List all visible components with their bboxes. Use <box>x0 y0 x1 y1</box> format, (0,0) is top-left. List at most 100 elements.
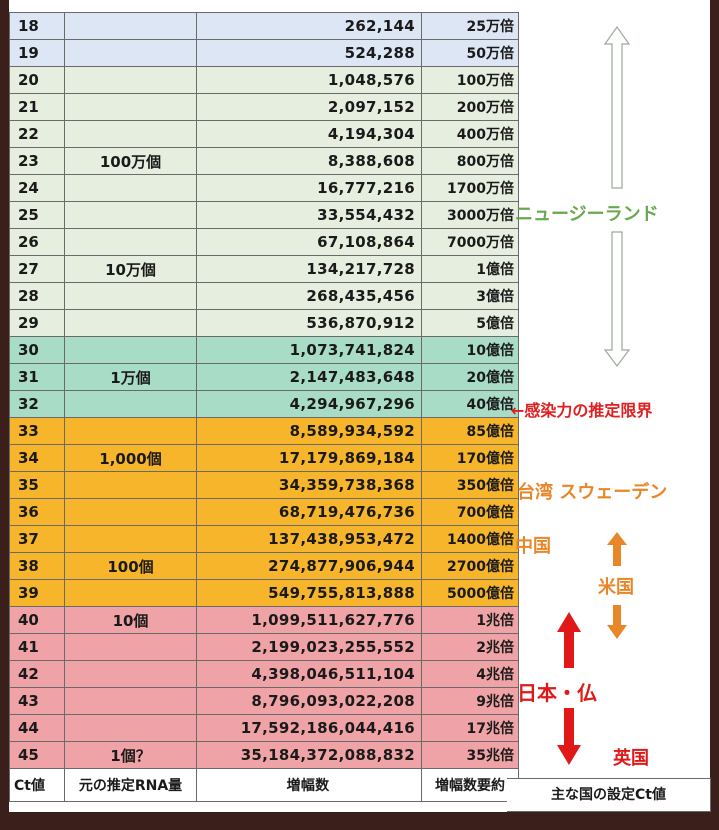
japan-up-arrow-icon <box>557 612 581 668</box>
rna-cell: 1万個 <box>64 363 197 391</box>
mul-cell: 350億倍 <box>421 471 519 499</box>
rna-cell <box>64 282 197 310</box>
rna-cell <box>64 687 197 715</box>
mul-cell: 3億倍 <box>421 282 519 310</box>
amp-cell: 4,398,046,511,104 <box>196 660 422 688</box>
amp-cell: 16,777,216 <box>196 174 422 202</box>
header-ct: Ct値 <box>9 768 65 802</box>
label-infectivity-limit: ←感染力の推定限界 <box>511 401 653 420</box>
amp-cell: 8,796,093,022,208 <box>196 687 422 715</box>
rna-cell <box>64 390 197 418</box>
table-row: 26 67,108,864 7000万倍 <box>9 228 519 256</box>
ct-cell: 30 <box>9 336 65 364</box>
mul-cell: 25万倍 <box>421 12 519 40</box>
table-row: 40 10個 1,099,511,627,776 1兆倍 <box>9 606 519 634</box>
amp-cell: 17,179,869,184 <box>196 444 422 472</box>
amp-cell: 33,554,432 <box>196 201 422 229</box>
rna-cell <box>64 579 197 607</box>
table-row: 44 17,592,186,044,416 17兆倍 <box>9 714 519 742</box>
table-row: 39 549,755,813,888 5000億倍 <box>9 579 519 607</box>
ct-cell: 34 <box>9 444 65 472</box>
nz-up-arrow-icon <box>603 25 631 189</box>
label-taiwan-sweden: 台湾 スウェーデン <box>517 482 668 503</box>
amp-cell: 262,144 <box>196 12 422 40</box>
ct-cell: 39 <box>9 579 65 607</box>
rna-cell <box>64 228 197 256</box>
amp-cell: 1,073,741,824 <box>196 336 422 364</box>
page-frame: 18 262,144 25万倍 19 524,288 50万倍 20 1,048,576 100… <box>9 0 711 812</box>
rna-cell <box>64 525 197 553</box>
table-row: 35 34,359,738,368 350億倍 <box>9 471 519 499</box>
rna-cell <box>64 417 197 445</box>
rna-cell <box>64 471 197 499</box>
rna-cell: 100万個 <box>64 147 197 175</box>
table-row: 45 1個？ 35,184,372,088,832 35兆倍 <box>9 741 519 769</box>
rna-cell <box>64 120 197 148</box>
ct-cell: 21 <box>9 93 65 121</box>
header-rna: 元の推定RNA量 <box>64 768 197 802</box>
ct-cell: 45 <box>9 741 65 769</box>
table-row: 32 4,294,967,296 40億倍 <box>9 390 519 418</box>
mul-cell: 1兆倍 <box>421 606 519 634</box>
amp-cell: 17,592,186,044,416 <box>196 714 422 742</box>
ct-cell: 38 <box>9 552 65 580</box>
label-usa: 米国 <box>598 577 634 598</box>
rna-cell <box>64 714 197 742</box>
japan-down-arrow-icon <box>557 708 581 765</box>
table-row: 30 1,073,741,824 10億倍 <box>9 336 519 364</box>
ct-cell: 18 <box>9 12 65 40</box>
nz-down-arrow-icon <box>603 231 631 367</box>
rna-cell <box>64 201 197 229</box>
ct-cell: 42 <box>9 660 65 688</box>
mul-cell: 3000万倍 <box>421 201 519 229</box>
mul-cell: 1億倍 <box>421 255 519 283</box>
mul-cell: 1700万倍 <box>421 174 519 202</box>
table-row: 42 4,398,046,511,104 4兆倍 <box>9 660 519 688</box>
mul-cell: 200万倍 <box>421 93 519 121</box>
amp-cell: 8,589,934,592 <box>196 417 422 445</box>
amp-cell: 137,438,953,472 <box>196 525 422 553</box>
rna-cell <box>64 66 197 94</box>
label-china: 中国 <box>515 536 551 557</box>
table-row: 27 10万個 134,217,728 1億倍 <box>9 255 519 283</box>
usa-up-arrow-icon <box>607 532 627 566</box>
table-row: 34 1,000個 17,179,869,184 170億倍 <box>9 444 519 472</box>
amp-cell: 8,388,608 <box>196 147 422 175</box>
ct-cell: 32 <box>9 390 65 418</box>
mul-cell: 85億倍 <box>421 417 519 445</box>
ct-cell: 28 <box>9 282 65 310</box>
ct-cell: 43 <box>9 687 65 715</box>
rna-cell <box>64 93 197 121</box>
rna-cell: 1個？ <box>64 741 197 769</box>
mul-cell: 5000億倍 <box>421 579 519 607</box>
mul-cell: 5億倍 <box>421 309 519 337</box>
table-row: 19 524,288 50万倍 <box>9 39 519 67</box>
amp-cell: 536,870,912 <box>196 309 422 337</box>
table-row: 29 536,870,912 5億倍 <box>9 309 519 337</box>
header-mul: 増幅数要約 <box>421 768 519 802</box>
bottom-bar <box>0 812 719 830</box>
mul-cell: 170億倍 <box>421 444 519 472</box>
ct-cell: 29 <box>9 309 65 337</box>
table-row: 23 100万個 8,388,608 800万倍 <box>9 147 519 175</box>
amp-cell: 4,294,967,296 <box>196 390 422 418</box>
table-row: 20 1,048,576 100万倍 <box>9 66 519 94</box>
header-row: Ct値 元の推定RNA量 増幅数 増幅数要約 <box>9 768 519 802</box>
amp-cell: 134,217,728 <box>196 255 422 283</box>
amp-cell: 68,719,476,736 <box>196 498 422 526</box>
mul-cell: 100万倍 <box>421 66 519 94</box>
amp-cell: 4,194,304 <box>196 120 422 148</box>
ct-cell: 35 <box>9 471 65 499</box>
amp-cell: 274,877,906,944 <box>196 552 422 580</box>
ct-cell: 36 <box>9 498 65 526</box>
mul-cell: 35兆倍 <box>421 741 519 769</box>
label-japan-france: 日本・仏 <box>517 681 597 705</box>
amp-cell: 524,288 <box>196 39 422 67</box>
rna-cell: 10個 <box>64 606 197 634</box>
header-countries: 主な国の設定Ct値 <box>507 778 711 812</box>
amp-cell: 34,359,738,368 <box>196 471 422 499</box>
table-body: 18 262,144 25万倍 19 524,288 50万倍 20 1,048,576 100… <box>9 12 519 802</box>
ct-cell: 33 <box>9 417 65 445</box>
ct-cell: 44 <box>9 714 65 742</box>
mul-cell: 20億倍 <box>421 363 519 391</box>
